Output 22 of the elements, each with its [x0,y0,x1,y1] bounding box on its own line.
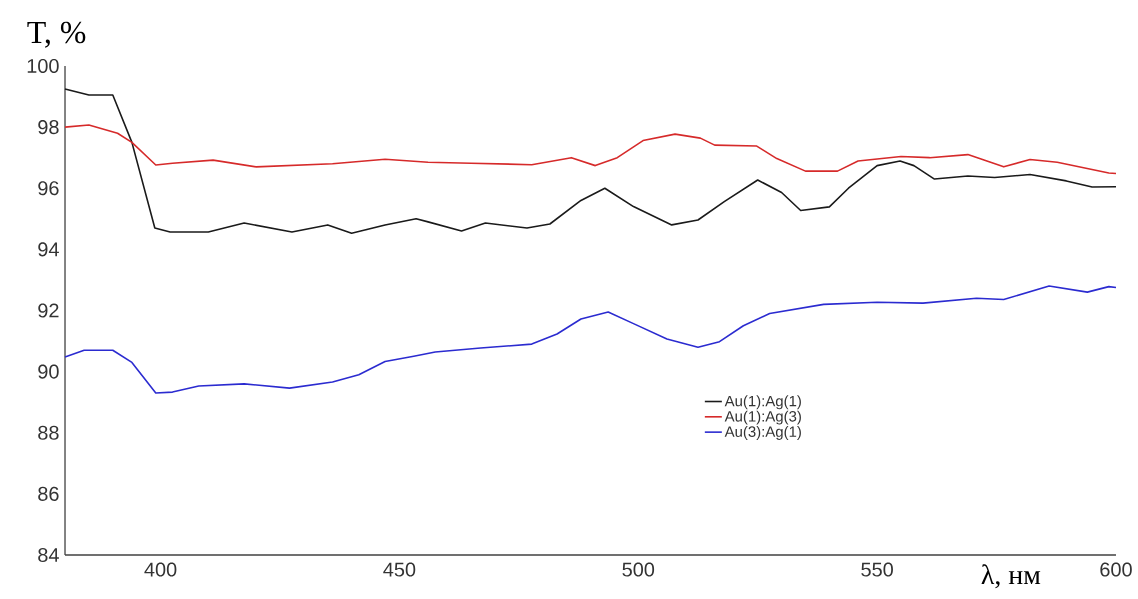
y-axis-title: T, % [27,21,86,48]
y-tick-label: 86 [38,486,59,501]
y-tick-label: 92 [38,303,59,318]
x-tick-label: 450 [383,562,416,577]
y-tick-label: 90 [38,364,59,379]
y-tick-label: 94 [38,242,59,257]
line-series [64,285,1117,394]
y-tick-label: 88 [38,425,59,440]
x-tick-label: 600 [1100,562,1132,577]
x-tick-label: 550 [861,562,893,577]
legend-label: Au(3):Ag(1) [724,425,801,440]
y-tick-label: 100 [27,58,59,74]
legend-label: Au(1):Ag(1) [724,395,801,410]
x-tick-label: 400 [144,562,177,577]
x-axis-title: λ, нм [981,564,1041,589]
x-tick-label: 500 [622,562,655,577]
line-series [64,88,1117,234]
y-tick-label: 96 [38,181,59,196]
y-tick-label: 84 [38,547,59,563]
legend-label: Au(1):Ag(3) [724,410,801,425]
y-tick-label: 98 [38,120,59,135]
line-series [64,124,1117,175]
